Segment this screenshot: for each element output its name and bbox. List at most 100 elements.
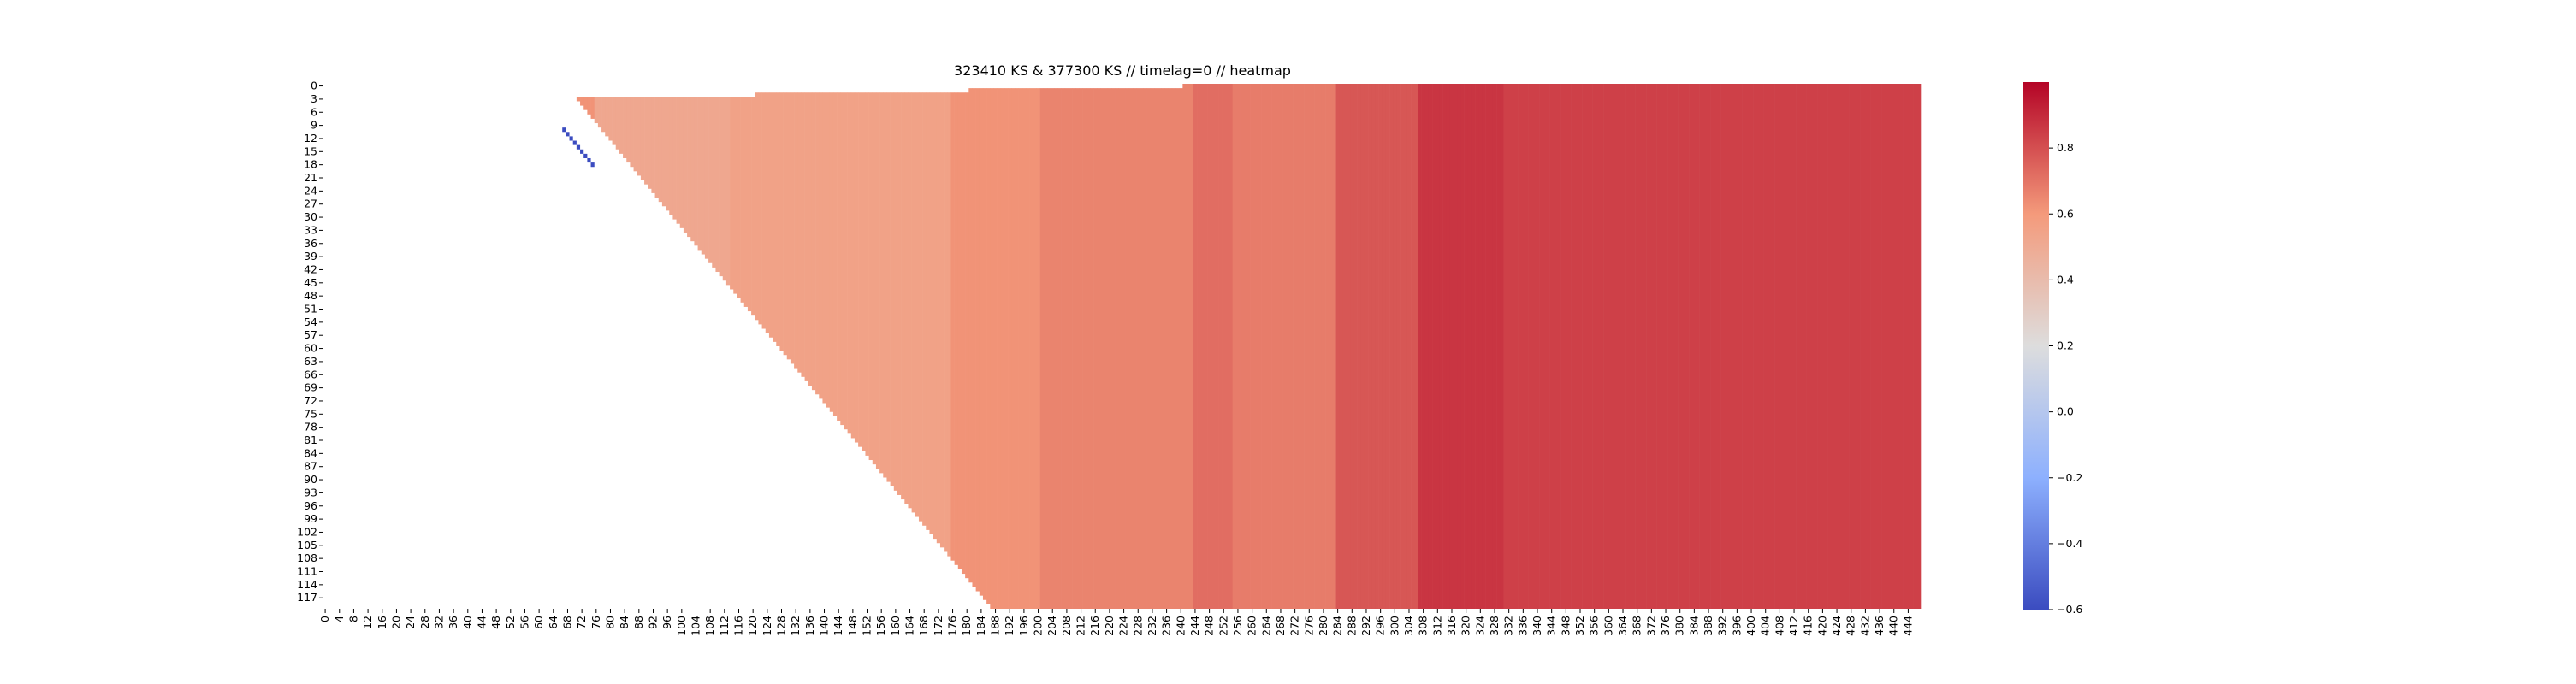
heatmap-column-304 (1406, 84, 1412, 609)
heatmap-cell-negative (569, 136, 573, 141)
heatmap-cell-negative (566, 132, 570, 137)
x-tick-label: 444 (1901, 616, 1914, 636)
x-tick-label: 336 (1516, 616, 1529, 636)
y-tick-label: 90 (304, 473, 317, 486)
heatmap-column-332 (1507, 84, 1512, 609)
colorbar-tick-label: −0.4 (2057, 537, 2082, 550)
x-tick-label: 160 (889, 616, 902, 636)
y-tick-label: 30 (304, 210, 317, 223)
x-tick-label: 240 (1174, 616, 1187, 636)
heatmap-column-164 (908, 92, 912, 509)
heatmap-column-163 (904, 92, 909, 504)
heatmap-column-344 (1549, 84, 1554, 609)
heatmap-column-140 (822, 92, 826, 404)
heatmap-column-363 (1617, 84, 1622, 609)
heatmap-column-394 (1727, 84, 1732, 609)
heatmap-column-189 (997, 88, 1002, 610)
heatmap-column-80 (608, 97, 613, 141)
heatmap-column-313 (1439, 84, 1443, 609)
heatmap-column-437 (1881, 84, 1886, 609)
x-tick-label: 236 (1160, 616, 1173, 636)
heatmap-column-269 (1282, 84, 1287, 609)
y-tick-label: 111 (297, 565, 317, 578)
heatmap-column-242 (1186, 84, 1190, 609)
heatmap-column-382 (1685, 84, 1690, 609)
heatmap-column-255 (1232, 84, 1237, 609)
x-tick-label: 36 (447, 616, 459, 629)
x-tick-label: 196 (1017, 616, 1030, 636)
heatmap-column-403 (1760, 84, 1764, 609)
y-tick-label: 12 (304, 132, 317, 144)
heatmap-column-151 (862, 92, 866, 451)
heatmap-column-211 (1075, 88, 1080, 610)
heatmap-cell-negative (590, 162, 595, 168)
heatmap-column-419 (1817, 84, 1821, 609)
heatmap-column-205 (1054, 88, 1058, 610)
heatmap-column-353 (1582, 84, 1586, 609)
heatmap-column-329 (1496, 84, 1501, 609)
heatmap-column-284 (1335, 84, 1341, 609)
heatmap-column-443 (1903, 84, 1907, 609)
heatmap-column-431 (1860, 84, 1864, 609)
heatmap-column-272 (1293, 84, 1298, 609)
heatmap-column-341 (1539, 84, 1543, 609)
heatmap-column-369 (1638, 84, 1643, 609)
y-tick-label: 51 (304, 303, 317, 315)
heatmap-column-279 (1318, 84, 1323, 609)
heatmap-column-167 (918, 92, 923, 522)
heatmap-column-276 (1307, 84, 1312, 609)
heatmap-column-356 (1592, 84, 1597, 609)
heatmap-column-323 (1475, 84, 1479, 609)
heatmap-column-298 (1385, 84, 1390, 609)
heatmap-column-206 (1057, 88, 1062, 610)
x-tick-label: 304 (1402, 616, 1415, 636)
heatmap-cell-negative (562, 127, 566, 133)
y-tick-label: 117 (297, 591, 317, 604)
x-tick-label: 164 (903, 616, 916, 636)
heatmap-column-137 (811, 92, 816, 391)
heatmap-column-430 (1856, 84, 1861, 609)
heatmap-column-315 (1446, 84, 1451, 609)
y-tick-label: 60 (304, 342, 317, 355)
x-tick-label: 24 (404, 616, 417, 629)
heatmap-column-335 (1518, 84, 1522, 609)
heatmap-column-405 (1767, 84, 1772, 609)
x-tick-label: 200 (1032, 616, 1045, 636)
x-axis: 0 4 8 12 16 20 24 28 32 36 40 44 48 52 56 60 64 68 72 76 80 8… (318, 609, 1914, 636)
y-tick-label: 42 (304, 262, 317, 275)
heatmap-column-103 (690, 97, 695, 242)
heatmap-column-169 (926, 92, 930, 530)
heatmap-column-258 (1243, 84, 1247, 609)
heatmap-column-338 (1528, 84, 1533, 609)
x-tick-label: 16 (376, 616, 388, 629)
heatmap-column-239 (1175, 88, 1180, 610)
heatmap-column-273 (1296, 84, 1301, 609)
heatmap-column-444 (1906, 84, 1910, 609)
heatmap-column-280 (1321, 84, 1326, 609)
x-tick-label: 260 (1246, 616, 1258, 636)
x-tick-label: 248 (1203, 616, 1216, 636)
heatmap-column-208 (1064, 88, 1069, 610)
x-tick-label: 80 (603, 616, 616, 629)
x-tick-label: 32 (432, 616, 445, 629)
heatmap-column-411 (1788, 84, 1793, 609)
heatmap-column-74 (587, 97, 591, 115)
heatmap-column-297 (1382, 84, 1387, 609)
heatmap-column-391 (1717, 84, 1721, 609)
y-tick-label: 15 (304, 144, 317, 157)
heatmap-column-90 (644, 97, 648, 185)
heatmap-column-84 (623, 97, 627, 158)
heatmap-cell-negative (580, 149, 584, 154)
x-tick-label: 312 (1430, 616, 1443, 636)
heatmap-column-348 (1564, 84, 1568, 609)
heatmap-column-358 (1599, 84, 1604, 609)
heatmap-column-136 (808, 92, 813, 386)
x-tick-label: 216 (1088, 616, 1101, 636)
heatmap-column-299 (1389, 84, 1394, 609)
heatmap-column-200 (1036, 88, 1040, 610)
heatmap-column-231 (1146, 88, 1152, 610)
heatmap-column-171 (933, 92, 938, 540)
y-tick-label: 9 (311, 119, 317, 132)
heatmap-column-119 (747, 97, 752, 312)
heatmap-column-154 (872, 92, 877, 465)
